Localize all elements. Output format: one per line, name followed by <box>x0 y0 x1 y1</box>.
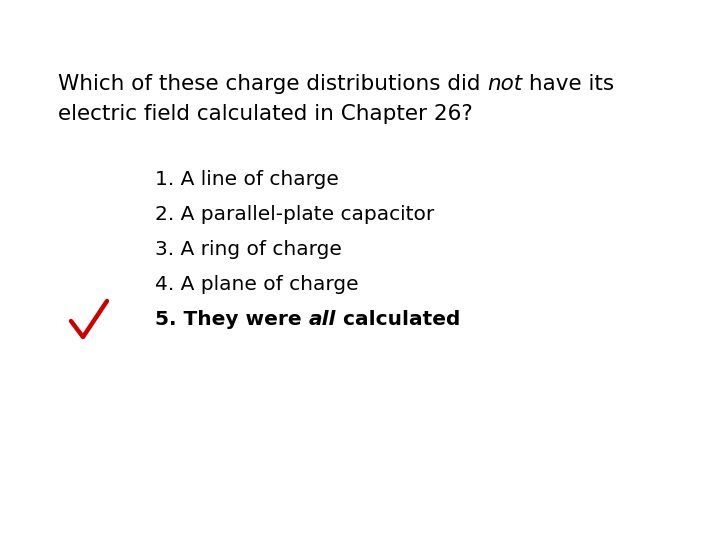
Text: calculated: calculated <box>336 310 460 329</box>
Text: 1. A line of charge: 1. A line of charge <box>155 170 339 189</box>
Text: have its: have its <box>523 74 615 94</box>
Text: 4. A plane of charge: 4. A plane of charge <box>155 275 359 294</box>
Text: Which of these charge distributions did: Which of these charge distributions did <box>58 74 487 94</box>
Text: all: all <box>309 310 336 329</box>
Text: 5. They were: 5. They were <box>155 310 309 329</box>
Text: 2. A parallel-plate capacitor: 2. A parallel-plate capacitor <box>155 205 434 224</box>
Text: electric field calculated in Chapter 26?: electric field calculated in Chapter 26? <box>58 104 473 124</box>
Text: not: not <box>487 74 523 94</box>
Text: 3. A ring of charge: 3. A ring of charge <box>155 240 342 259</box>
